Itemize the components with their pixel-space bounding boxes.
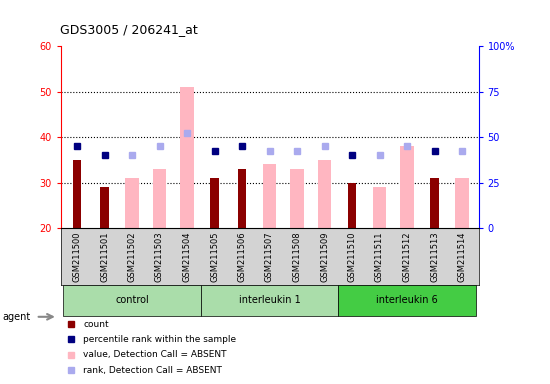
Bar: [263, 164, 276, 228]
Text: GDS3005 / 206241_at: GDS3005 / 206241_at: [60, 23, 198, 36]
Bar: [125, 178, 139, 228]
Text: agent: agent: [3, 312, 31, 322]
Text: GSM211513: GSM211513: [430, 231, 439, 282]
Text: GSM211501: GSM211501: [100, 231, 109, 281]
Text: GSM211500: GSM211500: [73, 231, 81, 281]
Text: GSM211511: GSM211511: [375, 231, 384, 281]
Text: GSM211508: GSM211508: [293, 231, 301, 282]
Text: percentile rank within the sample: percentile rank within the sample: [84, 335, 236, 344]
Text: GSM211504: GSM211504: [183, 231, 191, 281]
Text: GSM211506: GSM211506: [238, 231, 246, 282]
Text: GSM211510: GSM211510: [348, 231, 356, 281]
Text: control: control: [115, 295, 149, 305]
Bar: [153, 169, 166, 228]
Text: GSM211514: GSM211514: [458, 231, 466, 281]
Bar: [201, 285, 338, 316]
Text: GSM211503: GSM211503: [155, 231, 164, 282]
Text: GSM211512: GSM211512: [403, 231, 411, 281]
Text: GSM211502: GSM211502: [128, 231, 136, 281]
Text: count: count: [84, 319, 109, 329]
Bar: [318, 160, 331, 228]
Bar: [100, 187, 109, 228]
Bar: [73, 160, 81, 228]
Text: interleukin 1: interleukin 1: [239, 295, 300, 305]
Bar: [180, 87, 194, 228]
Bar: [373, 187, 386, 228]
Text: rank, Detection Call = ABSENT: rank, Detection Call = ABSENT: [84, 366, 222, 375]
Text: value, Detection Call = ABSENT: value, Detection Call = ABSENT: [84, 350, 227, 359]
Bar: [63, 285, 201, 316]
Bar: [348, 183, 356, 228]
Text: GSM211509: GSM211509: [320, 231, 329, 281]
Bar: [290, 169, 304, 228]
Bar: [455, 178, 469, 228]
Bar: [210, 178, 219, 228]
Text: interleukin 6: interleukin 6: [376, 295, 438, 305]
Bar: [430, 178, 439, 228]
Text: GSM211505: GSM211505: [210, 231, 219, 281]
Text: GSM211507: GSM211507: [265, 231, 274, 282]
Bar: [400, 146, 414, 228]
Bar: [238, 169, 246, 228]
Bar: [338, 285, 476, 316]
